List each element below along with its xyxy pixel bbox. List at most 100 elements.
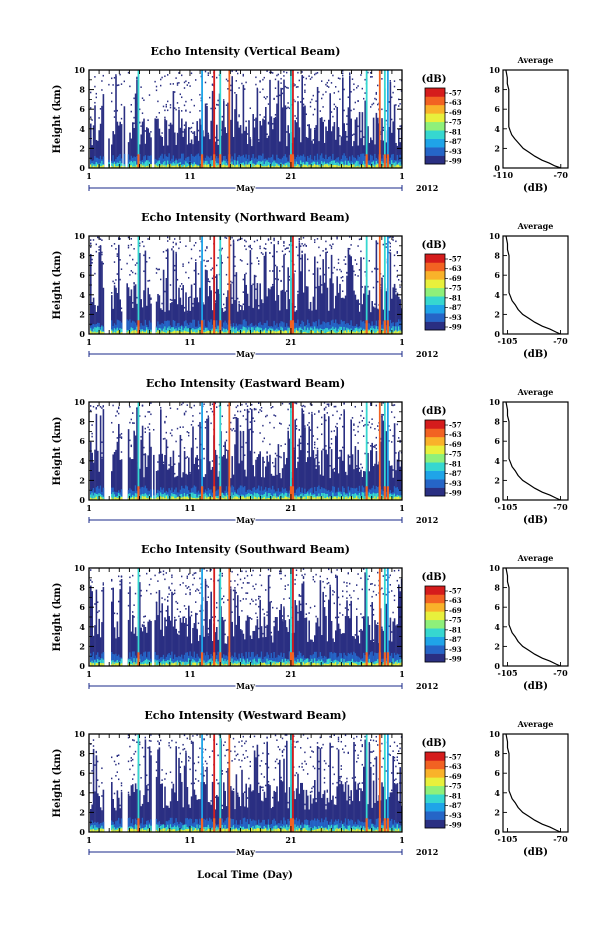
heatmap-column	[312, 296, 315, 334]
heatmap-cell	[357, 328, 359, 334]
heatmap-spike-base	[365, 320, 368, 334]
heatmap-column	[206, 600, 208, 666]
heatmap-column	[136, 79, 138, 168]
heatmap-column	[396, 292, 399, 334]
heatmap-speckle	[98, 246, 100, 248]
colorbar-band	[425, 279, 445, 289]
average-xtick-label: -110	[493, 170, 513, 180]
heatmap-speckle	[295, 246, 298, 248]
heatmap-speckle	[203, 568, 205, 570]
heatmap-spike-base	[219, 320, 222, 334]
heatmap-speckle	[160, 78, 162, 81]
heatmap-cell	[232, 159, 235, 168]
heatmap-cell	[323, 164, 326, 168]
heatmap-cell	[192, 658, 194, 666]
heatmap-cell	[161, 322, 163, 334]
heatmap-cell	[199, 156, 201, 168]
heatmap-cell	[333, 322, 336, 334]
heatmap-column	[381, 415, 383, 500]
heatmap-cell	[242, 496, 245, 500]
heatmap-speckle	[183, 605, 186, 607]
heatmap-cell	[262, 331, 264, 334]
heatmap-cell	[253, 330, 256, 334]
heatmap-speckle	[171, 434, 173, 437]
heatmap-cell	[216, 659, 218, 666]
heatmap-column	[315, 468, 317, 500]
heatmap-speckle	[325, 406, 327, 409]
heatmap-cell	[217, 332, 219, 334]
heatmap-cell	[347, 496, 350, 500]
heatmap-cell	[242, 664, 245, 666]
heatmap-cell	[235, 164, 238, 168]
heatmap-speckle	[133, 604, 135, 606]
y-axis-label: Height (km)	[52, 85, 63, 154]
heatmap-speckle	[356, 263, 358, 265]
heatmap-cell	[370, 332, 372, 334]
heatmap-cell	[371, 493, 373, 500]
heatmap-cell	[90, 662, 92, 666]
heatmap-cell	[279, 330, 281, 334]
heatmap-cell	[272, 497, 274, 500]
heatmap-speckle	[102, 582, 104, 584]
heatmap-speckle	[280, 77, 282, 80]
heatmap-column	[298, 242, 301, 334]
heatmap-speckle	[223, 303, 225, 306]
heatmap-column	[224, 441, 226, 500]
heatmap-speckle	[120, 117, 123, 120]
heatmap-cell	[192, 155, 194, 168]
heatmap-cell	[197, 330, 200, 334]
heatmap-speckle	[120, 437, 123, 439]
heatmap-column	[389, 467, 392, 500]
heatmap-column	[251, 146, 253, 168]
heatmap-cell	[186, 652, 189, 666]
heatmap-speckle	[396, 250, 398, 253]
heatmap-cell	[353, 488, 355, 500]
heatmap-column	[286, 457, 288, 500]
heatmap-column	[242, 84, 245, 168]
heatmap-speckle	[308, 75, 310, 77]
heatmap-cell	[123, 153, 126, 168]
heatmap-cell	[288, 493, 291, 500]
heatmap-speckle	[101, 441, 103, 444]
heatmap-column	[113, 134, 116, 168]
heatmap-cell	[144, 485, 147, 500]
heatmap-column	[174, 132, 176, 168]
heatmap-speckle	[176, 408, 179, 410]
heatmap-column	[172, 250, 175, 334]
heatmap-speckle	[118, 575, 120, 578]
heatmap-cell	[130, 160, 133, 168]
heatmap-speckle	[192, 306, 194, 309]
heatmap-column	[118, 125, 120, 168]
heatmap-cell	[301, 162, 303, 168]
heatmap-column	[188, 297, 190, 334]
heatmap-cell	[143, 496, 145, 500]
heatmap-cell	[374, 328, 376, 334]
heatmap-cell	[155, 497, 158, 500]
heatmap-speckle	[231, 429, 233, 432]
heatmap-cell	[367, 331, 369, 334]
heatmap-column	[335, 139, 337, 168]
heatmap-cell	[192, 497, 194, 500]
heatmap-cell	[367, 323, 369, 334]
heatmap-speckle	[210, 569, 212, 571]
heatmap-speckle	[252, 585, 254, 588]
heatmap-spike	[365, 236, 368, 334]
heatmap-cell	[309, 330, 312, 334]
heatmap-speckle	[321, 97, 323, 100]
heatmap-speckle	[193, 283, 195, 286]
heatmap-speckle	[364, 452, 366, 455]
heatmap-speckle	[90, 579, 92, 581]
heatmap-speckle	[265, 626, 267, 628]
heatmap-speckle	[98, 249, 100, 251]
heatmap-column	[309, 301, 312, 334]
heatmap-speckle	[375, 241, 377, 243]
heatmap-speckle	[371, 418, 373, 420]
heatmap-speckle	[367, 442, 369, 444]
heatmap-speckle	[260, 410, 263, 412]
heatmap-cell	[119, 160, 121, 168]
heatmap-column	[102, 409, 105, 500]
heatmap-column	[190, 643, 193, 666]
heatmap-cell	[176, 164, 179, 168]
heatmap-speckle	[330, 247, 333, 250]
heatmap-cell	[101, 326, 103, 334]
